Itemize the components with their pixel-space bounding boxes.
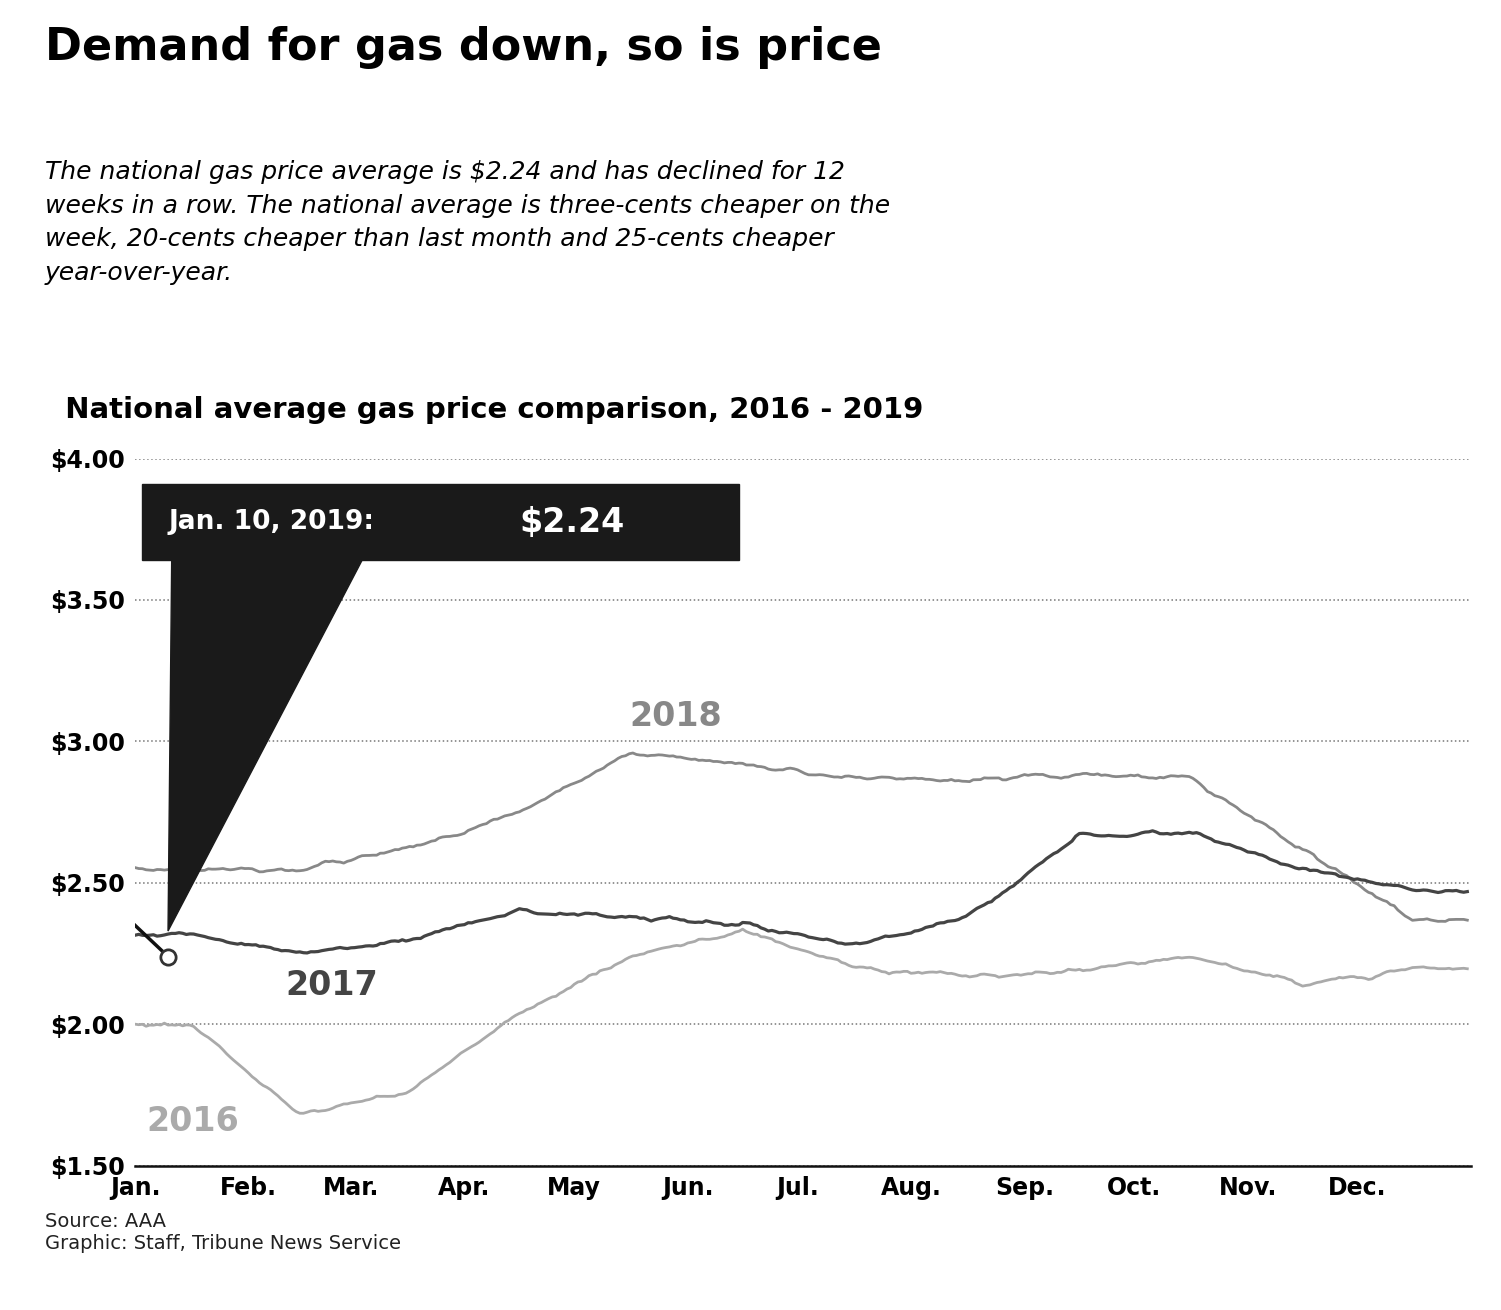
Text: 2018: 2018 <box>629 700 722 734</box>
Polygon shape <box>168 561 362 931</box>
Text: $2.24: $2.24 <box>519 506 624 538</box>
Text: The national gas price average is $2.24 and has declined for 12
weeks in a row. : The national gas price average is $2.24 … <box>45 160 890 284</box>
Text: National average gas price comparison, 2016 - 2019: National average gas price comparison, 2… <box>45 397 923 424</box>
Text: Jan. 10, 2019:: Jan. 10, 2019: <box>168 510 383 536</box>
Text: Source: AAA
Graphic: Staff, Tribune News Service: Source: AAA Graphic: Staff, Tribune News… <box>45 1212 401 1252</box>
Bar <box>143 483 738 561</box>
Text: Demand for gas down, so is price: Demand for gas down, so is price <box>45 26 883 69</box>
Text: 2017: 2017 <box>285 969 378 1002</box>
Text: 2016: 2016 <box>146 1104 239 1137</box>
